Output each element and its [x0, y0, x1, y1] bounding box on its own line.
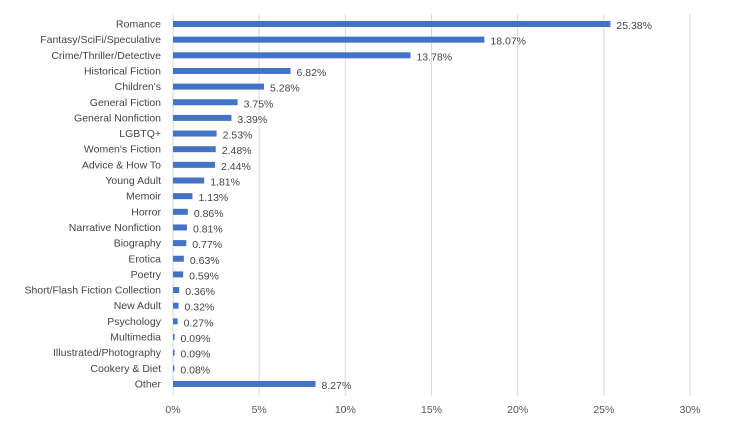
category-label: General Nonfiction: [74, 112, 161, 124]
bar: [173, 146, 216, 153]
data-label: 0.36%: [185, 286, 215, 298]
category-label: Poetry: [131, 269, 162, 281]
bar: [173, 36, 485, 43]
x-tick-label: 15%: [421, 404, 442, 416]
category-label: Multimedia: [110, 332, 161, 344]
data-label: 8.27%: [322, 380, 352, 392]
data-label: 2.48%: [222, 145, 252, 157]
category-label: Memoir: [126, 191, 162, 203]
category-label: Erotica: [128, 253, 161, 265]
data-label: 13.78%: [416, 51, 452, 63]
category-label: Horror: [131, 206, 161, 218]
bar: [173, 21, 611, 27]
category-label: Narrative Nonfiction: [69, 222, 161, 234]
data-label: 0.09%: [181, 349, 211, 361]
data-label: 0.77%: [192, 239, 222, 251]
category-label: Advice & How To: [82, 159, 161, 171]
bar: [173, 193, 193, 200]
data-label: 0.81%: [193, 223, 223, 235]
x-tick-label: 30%: [679, 404, 700, 416]
bar: [173, 349, 175, 356]
data-label: 3.75%: [244, 98, 274, 110]
bar: [173, 365, 175, 372]
data-label: 5.28%: [270, 83, 300, 95]
bar: [173, 302, 179, 309]
x-axis-tick-labels: 0% 5% 10% 15% 20% 25% 30%: [165, 404, 700, 416]
bars: [173, 21, 611, 387]
data-label: 2.44%: [221, 161, 251, 173]
bar: [173, 334, 175, 340]
x-tick-label: 20%: [507, 404, 528, 416]
bar: [173, 161, 216, 168]
data-label: 0.63%: [190, 255, 220, 267]
bar: [173, 255, 184, 262]
category-label: Young Adult: [105, 175, 161, 187]
data-label: 1.13%: [198, 192, 228, 204]
data-label: 0.32%: [185, 302, 215, 314]
category-label: Illustrated/Photography: [53, 347, 162, 359]
x-tick-label: 5%: [252, 404, 267, 416]
category-label: Biography: [114, 238, 162, 250]
category-label: Historical Fiction: [84, 65, 161, 77]
x-tick-label: 0%: [165, 404, 180, 416]
bar: [173, 130, 217, 137]
category-label: Crime/Thriller/Detective: [51, 50, 161, 62]
bar: [173, 318, 178, 325]
data-label: 25.38%: [616, 20, 652, 32]
bar: [173, 287, 180, 294]
category-label: Fantasy/SciFi/Speculative: [40, 34, 161, 46]
category-label: Women's Fiction: [84, 144, 161, 156]
bar: [173, 83, 264, 90]
data-label: 0.59%: [189, 270, 219, 282]
category-label: Children's: [115, 81, 161, 93]
category-label: Cookery & Diet: [90, 363, 161, 375]
category-label: Romance: [116, 19, 161, 31]
bar: [173, 67, 291, 74]
data-label: 1.81%: [210, 177, 240, 189]
bar: [173, 177, 205, 184]
bar: [173, 99, 238, 106]
data-label: 18.07%: [490, 36, 526, 48]
category-label: Psychology: [107, 316, 161, 328]
category-label: Short/Flash Fiction Collection: [24, 285, 161, 297]
data-label: 0.86%: [194, 208, 224, 220]
bar: [173, 380, 316, 387]
category-label: LGBTQ+: [119, 128, 161, 140]
category-label: General Fiction: [90, 97, 161, 109]
data-label: 0.27%: [184, 317, 214, 329]
gridlines: [172, 14, 691, 396]
data-label: 2.53%: [223, 130, 253, 142]
category-label: New Adult: [114, 300, 161, 312]
data-label: 6.82%: [297, 67, 327, 79]
x-tick-label: 25%: [593, 404, 614, 416]
bar: [173, 114, 232, 121]
bar: [173, 271, 184, 278]
bar: [173, 224, 187, 231]
category-label: Other: [135, 378, 162, 390]
category-labels: Romance Fantasy/SciFi/Speculative Crime/Th…: [24, 19, 161, 391]
x-tick-label: 10%: [335, 404, 356, 416]
data-labels: 25.38% 18.07% 13.78% 6.82% 5.28% 3.75% 3.39% 2.…: [180, 20, 652, 392]
bar: [173, 52, 411, 59]
data-label: 0.08%: [180, 364, 210, 376]
data-label: 0.09%: [181, 333, 211, 345]
bar: [173, 240, 187, 247]
data-label: 3.39%: [237, 114, 267, 126]
bar: [173, 208, 188, 215]
